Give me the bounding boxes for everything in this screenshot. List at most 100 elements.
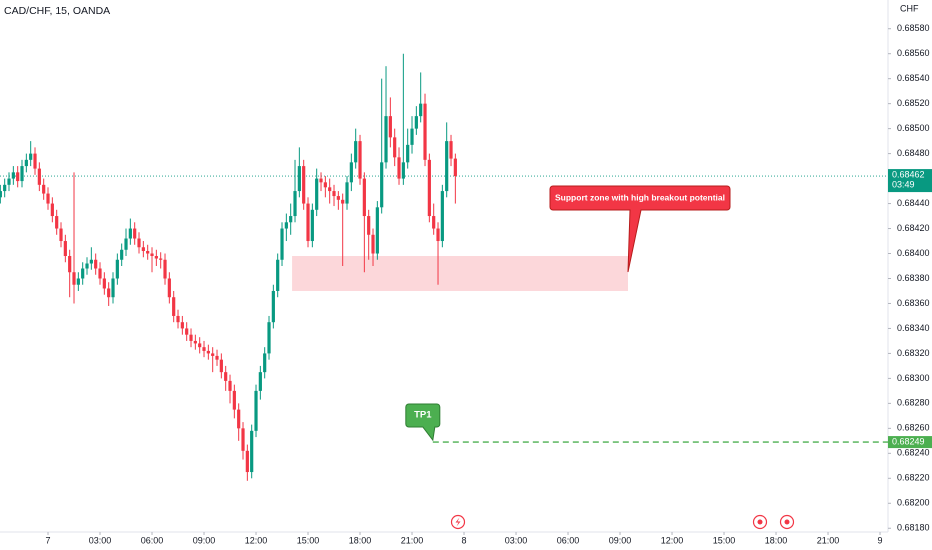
candle-body bbox=[50, 203, 54, 217]
x-tick-label: 21:00 bbox=[817, 535, 840, 545]
candle-body bbox=[202, 347, 206, 351]
candle-body bbox=[198, 343, 202, 348]
candle-body bbox=[427, 159, 431, 217]
candle-body bbox=[271, 290, 275, 323]
x-tick-label: 7 bbox=[46, 535, 51, 545]
candle-body bbox=[453, 158, 457, 177]
candle-body bbox=[16, 172, 20, 182]
candle-body bbox=[141, 247, 145, 252]
candle-body bbox=[293, 191, 297, 217]
candle-body bbox=[423, 103, 427, 160]
candle-body bbox=[20, 166, 24, 182]
countdown-label: 03:49 bbox=[892, 179, 915, 189]
tp-price-label: 0.68249 bbox=[892, 436, 925, 446]
candle-body bbox=[215, 355, 219, 360]
y-tick-label: 0.68500 bbox=[897, 123, 930, 133]
candle-body bbox=[406, 144, 410, 163]
x-tick-label: 18:00 bbox=[765, 535, 788, 545]
candle-body bbox=[267, 322, 271, 354]
candle-body bbox=[7, 178, 11, 185]
candle-body bbox=[172, 297, 176, 316]
candle-body bbox=[98, 268, 102, 279]
candle-body bbox=[228, 380, 232, 391]
candle-body bbox=[414, 116, 418, 129]
candle-body bbox=[319, 178, 323, 183]
candle-body bbox=[393, 137, 397, 158]
x-tick-label: 12:00 bbox=[661, 535, 684, 545]
candle-body bbox=[323, 182, 327, 188]
candle-body bbox=[289, 216, 293, 223]
x-tick-label: 21:00 bbox=[401, 535, 424, 545]
x-tick-label: 18:00 bbox=[349, 535, 372, 545]
x-tick-label: 15:00 bbox=[713, 535, 736, 545]
candle-body bbox=[263, 353, 267, 373]
candle-body bbox=[55, 216, 59, 229]
candle-body bbox=[185, 328, 189, 335]
y-tick-label: 0.68300 bbox=[897, 373, 930, 383]
candle-body bbox=[345, 182, 349, 204]
candle-body bbox=[128, 228, 132, 239]
candle-body bbox=[258, 372, 262, 391]
candle-body bbox=[59, 228, 63, 242]
candle-body bbox=[37, 168, 41, 185]
candle-body bbox=[341, 199, 345, 204]
candle-body bbox=[445, 141, 449, 192]
candle-body bbox=[336, 196, 340, 200]
candle-body bbox=[432, 216, 436, 229]
y-tick-label: 0.68220 bbox=[897, 473, 930, 483]
candle-body bbox=[306, 203, 310, 242]
y-tick-label: 0.68340 bbox=[897, 323, 930, 333]
candle-body bbox=[245, 450, 249, 473]
x-tick-label: 03:00 bbox=[89, 535, 112, 545]
candle-body bbox=[72, 272, 76, 285]
candle-body bbox=[302, 166, 306, 204]
candle-body bbox=[219, 359, 223, 373]
candle-body bbox=[193, 340, 197, 344]
support-label: Support zone with high breakout potentia… bbox=[555, 192, 725, 202]
y-tick-label: 0.68580 bbox=[897, 23, 930, 33]
x-tick-label: 03:00 bbox=[505, 535, 528, 545]
y-tick-label: 0.68380 bbox=[897, 273, 930, 283]
candle-body bbox=[241, 428, 245, 451]
candle-body bbox=[232, 390, 236, 410]
candle-body bbox=[384, 116, 388, 163]
candle-body bbox=[120, 249, 124, 260]
candle-body bbox=[180, 322, 184, 329]
candle-body bbox=[276, 259, 280, 291]
candle-body bbox=[397, 157, 401, 179]
candle-body bbox=[224, 372, 228, 381]
support-callout bbox=[549, 185, 731, 273]
tp-price-tag bbox=[888, 436, 932, 449]
y-tick-label: 0.68240 bbox=[897, 448, 930, 458]
candle-body bbox=[436, 228, 440, 242]
y-tick-label: 0.68320 bbox=[897, 348, 930, 358]
last-price-label: 0.68462 bbox=[892, 169, 925, 179]
candle-body bbox=[332, 191, 336, 197]
x-tick-label: 12:00 bbox=[245, 535, 268, 545]
y-tick-label: 0.68520 bbox=[897, 98, 930, 108]
price-axis-bg bbox=[888, 0, 932, 550]
candle-body bbox=[33, 153, 37, 169]
candle-body bbox=[137, 238, 141, 248]
last-price-tag bbox=[888, 169, 932, 193]
candle-body bbox=[375, 207, 379, 254]
candle-body bbox=[449, 141, 453, 159]
candle-body bbox=[29, 153, 33, 160]
candle-body bbox=[63, 241, 67, 257]
candle-body bbox=[237, 409, 241, 429]
candle-body bbox=[354, 141, 358, 163]
x-tick-label: 9 bbox=[878, 535, 883, 545]
x-tick-label: 8 bbox=[462, 535, 467, 545]
candle-body bbox=[146, 251, 150, 254]
candle-body bbox=[440, 191, 444, 242]
candle-body bbox=[46, 193, 50, 204]
candle-body bbox=[189, 334, 193, 341]
y-tick-label: 0.68400 bbox=[897, 248, 930, 258]
candle-body bbox=[107, 288, 111, 298]
y-tick-label: 0.68560 bbox=[897, 48, 930, 58]
candle-body bbox=[315, 178, 319, 210]
candle-body bbox=[85, 263, 89, 269]
y-tick-label: 0.68200 bbox=[897, 498, 930, 508]
candle-body bbox=[284, 222, 288, 229]
